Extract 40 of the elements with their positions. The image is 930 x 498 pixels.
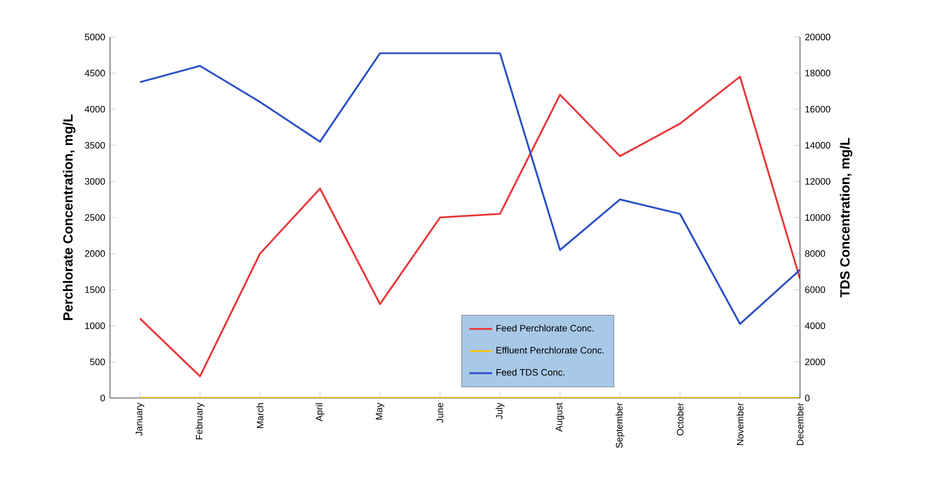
y-tick-label: 3000 <box>84 178 105 185</box>
y2-tick-label: 14000 <box>805 142 830 149</box>
x-tick-label: October <box>676 402 684 436</box>
y-tick-label: 4000 <box>84 106 105 112</box>
y-tick-label: 5000 <box>84 34 105 40</box>
legend-label: Feed Perchlorate Conc. <box>496 324 594 332</box>
x-tick-label: December <box>796 402 804 445</box>
y2-tick-label: 12000 <box>805 178 830 185</box>
legend-label: Effluent Perchlorate Conc. <box>496 346 604 354</box>
x-tick-label: April <box>316 403 324 422</box>
y-tick-label: 4500 <box>84 70 105 76</box>
y2-tick-label: 20000 <box>805 34 830 40</box>
x-tick-label: January <box>136 402 144 436</box>
x-tick-label: July <box>496 402 504 420</box>
x-tick-label: September <box>616 402 624 448</box>
y2-tick-label: 10000 <box>805 214 830 221</box>
x-tick-label: June <box>436 403 444 423</box>
y2-tick-label: 2000 <box>805 358 826 366</box>
line-series <box>139 76 800 378</box>
x-tick-label: March <box>256 403 264 428</box>
x-tick-label: August <box>556 402 564 432</box>
y-tick-label: 2500 <box>84 214 105 221</box>
x-tick-label: November <box>736 402 744 445</box>
y-tick-label: 3500 <box>84 142 105 149</box>
y2-tick-label: 6000 <box>805 286 826 293</box>
y2-tick-label: 4000 <box>804 322 826 330</box>
legend-label: Feed TDS Conc. <box>496 368 564 376</box>
y-axis-title: Perchlorate Concentration, mg/L <box>62 114 76 320</box>
y-tick-label: 0 <box>100 394 105 402</box>
y-tick-label: 1500 <box>85 286 105 293</box>
y-tick-label: 1000 <box>85 322 105 330</box>
x-tick-label: February <box>196 402 204 440</box>
y2-tick-label: 18000 <box>805 70 830 76</box>
y2-tick-label: 8000 <box>805 250 826 257</box>
y2-axis-title: TDS Concentration, mg/L <box>840 138 852 298</box>
y2-tick-label: 0 <box>805 394 810 402</box>
y-tick-label: 2000 <box>84 250 105 257</box>
x-tick-label: May <box>376 402 384 420</box>
y2-tick-label: 16000 <box>805 106 830 112</box>
y-tick-label: 500 <box>90 358 105 366</box>
